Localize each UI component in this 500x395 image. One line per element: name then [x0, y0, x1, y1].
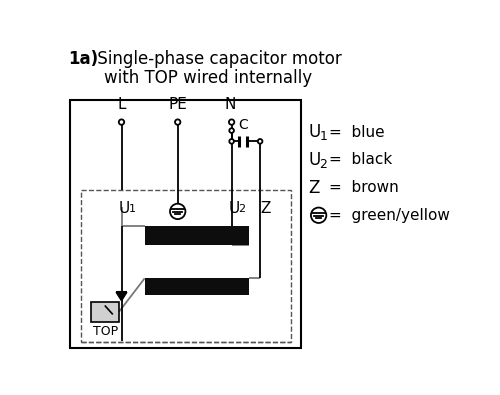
Bar — [92, 301, 119, 322]
Text: =  green/yellow: = green/yellow — [328, 208, 450, 223]
Text: TOP: TOP — [93, 325, 118, 338]
Text: Single-phase capacitor motor: Single-phase capacitor motor — [92, 50, 342, 68]
Text: U: U — [118, 201, 130, 216]
Polygon shape — [116, 292, 127, 301]
Text: C: C — [238, 118, 248, 132]
Bar — [80, 190, 291, 342]
Circle shape — [119, 119, 124, 125]
Text: U: U — [308, 151, 321, 169]
Text: 2: 2 — [320, 158, 328, 171]
Bar — [144, 226, 248, 245]
Text: Z: Z — [308, 179, 320, 197]
Text: 1: 1 — [320, 130, 328, 143]
Circle shape — [230, 139, 234, 144]
Text: 1: 1 — [128, 205, 136, 214]
Text: =  brown: = brown — [328, 180, 398, 195]
Circle shape — [258, 139, 262, 144]
Text: 1a): 1a) — [68, 50, 98, 68]
Circle shape — [170, 204, 186, 219]
Text: =  black: = black — [328, 152, 392, 167]
Text: U: U — [228, 201, 240, 216]
Bar — [144, 278, 248, 295]
Bar — [70, 100, 301, 348]
Circle shape — [230, 128, 234, 133]
Circle shape — [175, 119, 180, 125]
Circle shape — [229, 119, 234, 125]
Text: PE: PE — [168, 97, 187, 112]
Text: 2: 2 — [238, 205, 246, 214]
Text: with TOP wired internally: with TOP wired internally — [104, 69, 312, 87]
Text: U: U — [308, 123, 321, 141]
Circle shape — [311, 207, 326, 223]
Text: Z: Z — [261, 201, 271, 216]
Text: L: L — [117, 97, 126, 112]
Text: N: N — [224, 97, 236, 112]
Text: =  blue: = blue — [328, 124, 384, 139]
